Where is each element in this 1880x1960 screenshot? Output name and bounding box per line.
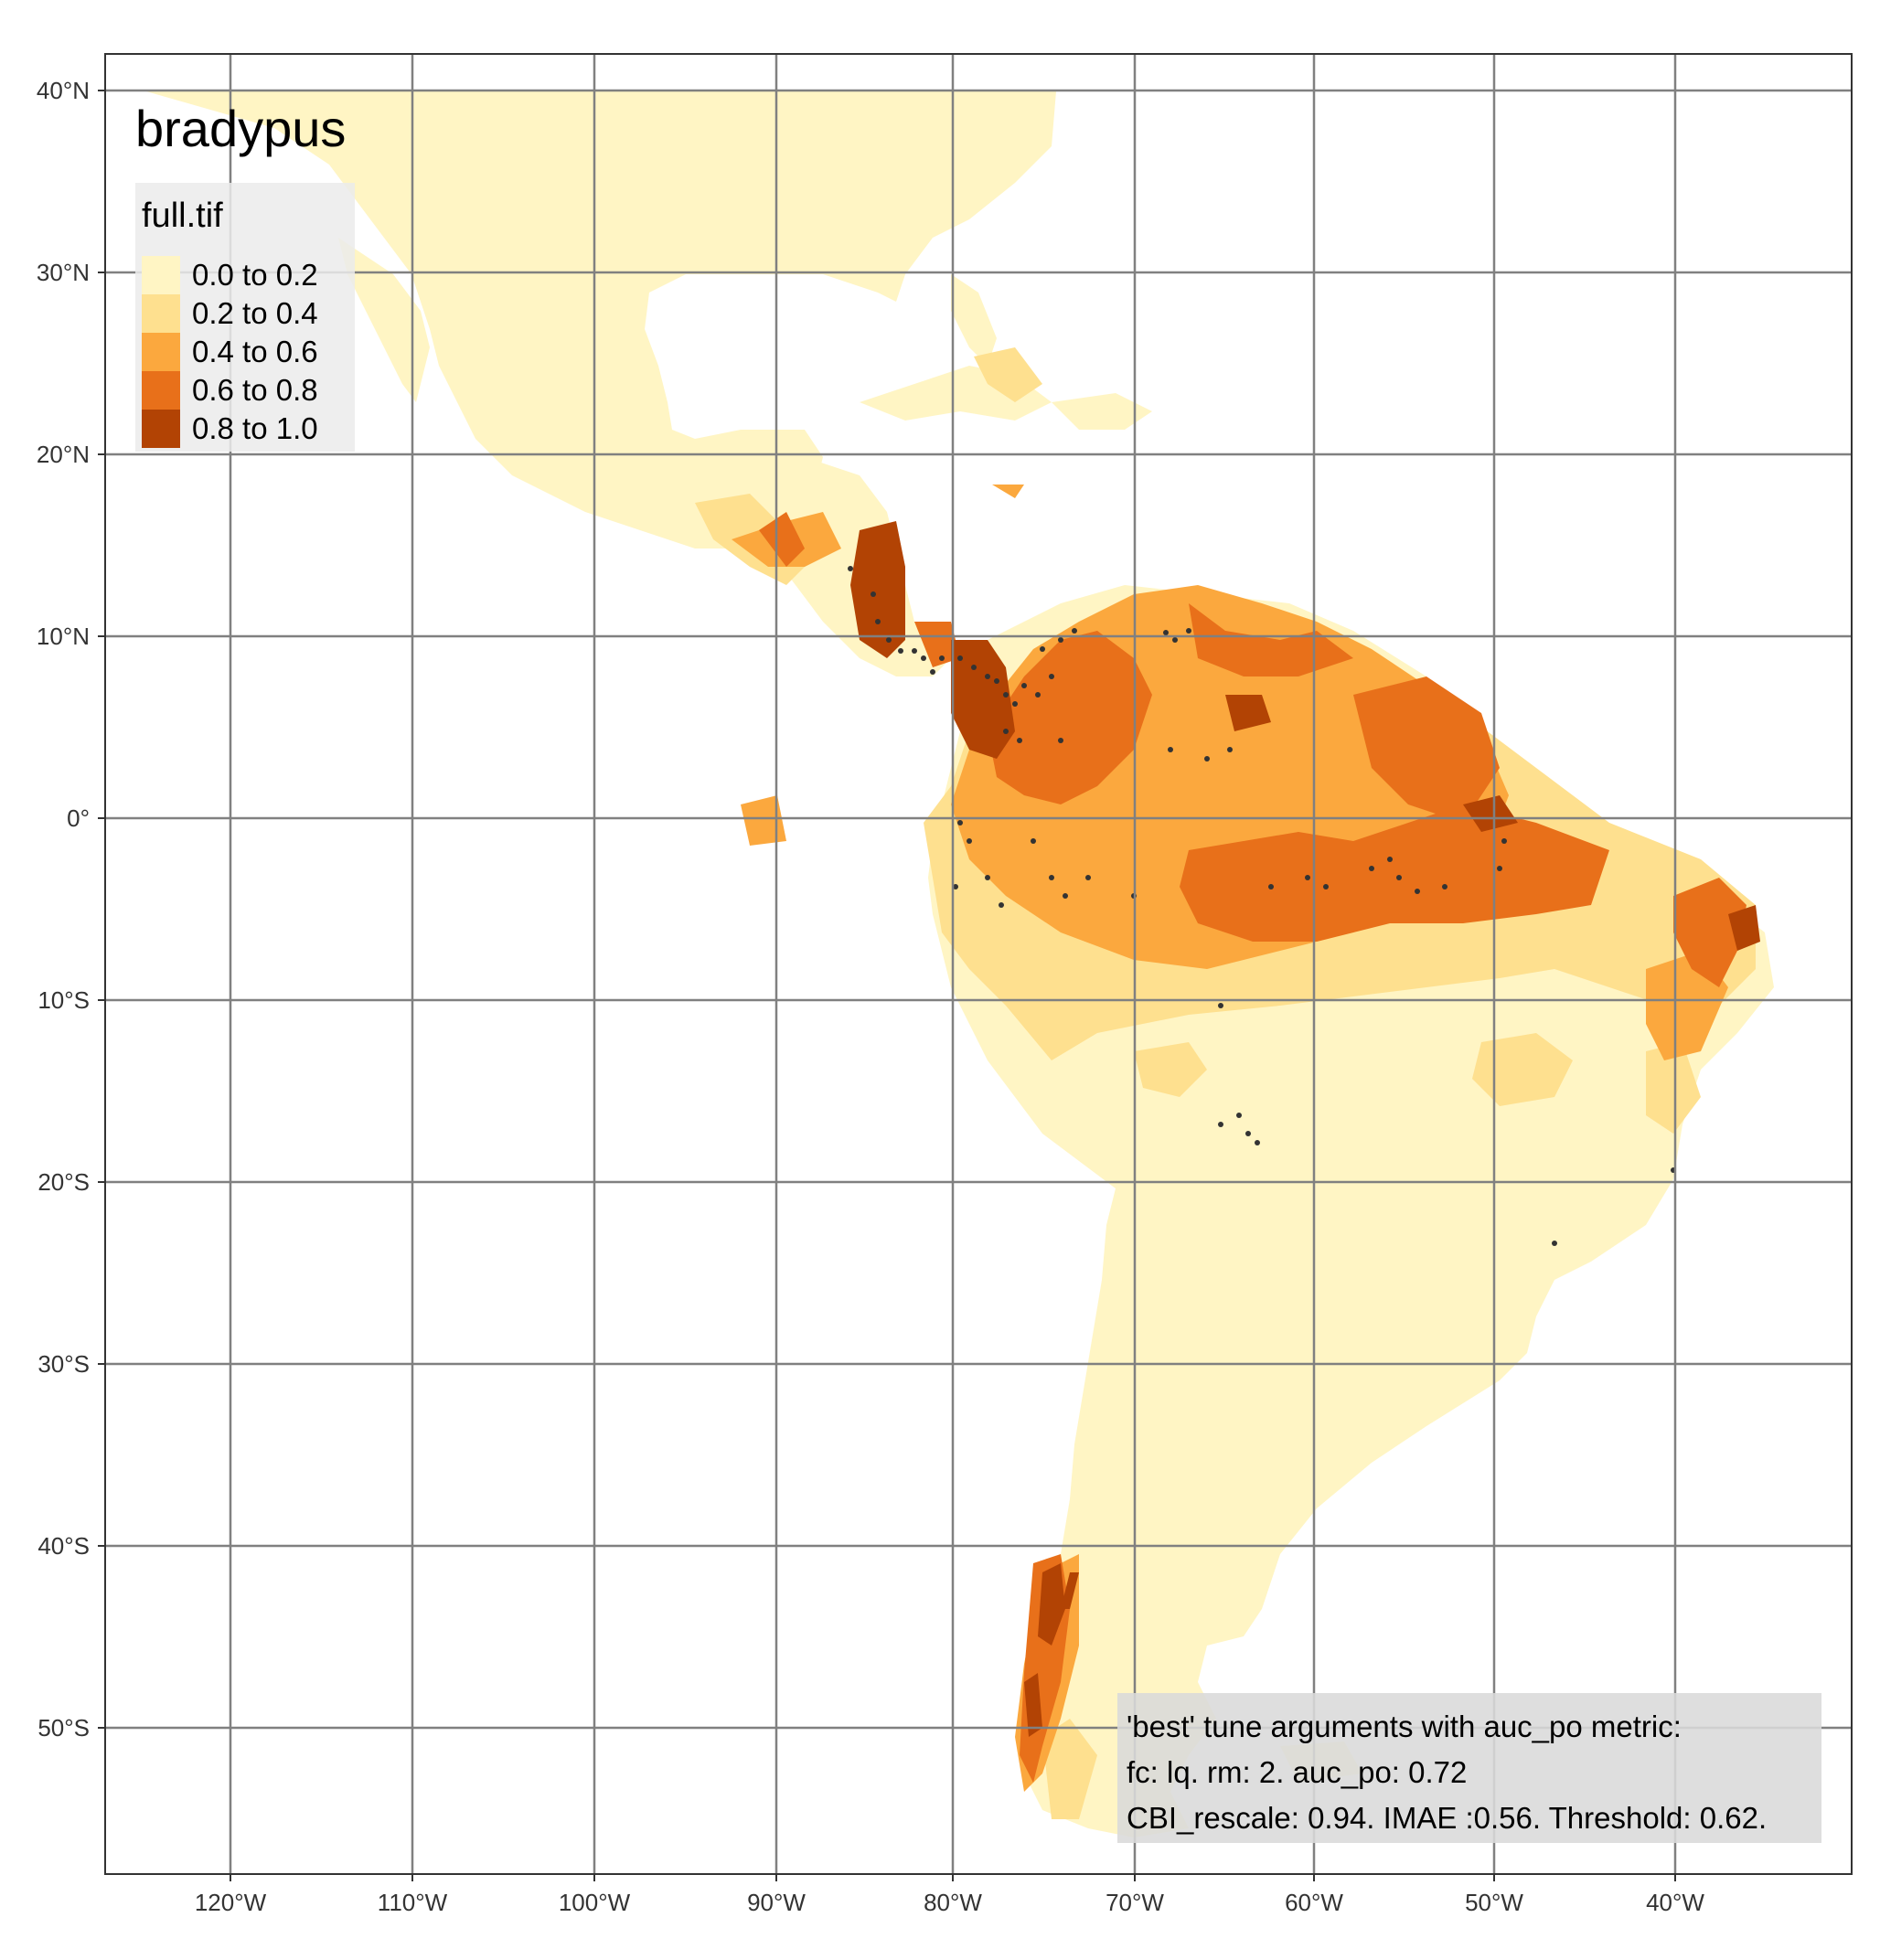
y-tick-label: 10°S (37, 986, 90, 1014)
annotation-line: CBI_rescale: 0.94. IMAE :0.56. Threshold… (1127, 1801, 1767, 1835)
legend-item-label: 0.4 to 0.6 (192, 335, 318, 368)
legend-item: 0.6 to 0.8 (142, 371, 318, 410)
x-tick-label: 50°W (1465, 1889, 1523, 1916)
annotation-background (1117, 1693, 1821, 1843)
occurrence-points (848, 566, 1676, 1246)
x-tick-label: 70°W (1106, 1889, 1164, 1916)
map-panel (146, 91, 1774, 1838)
y-axis-labels: 40°N 30°N 20°N 10°N 0° 10°S 20°S 30°S 40… (37, 77, 90, 1742)
x-tick-label: 90°W (747, 1889, 806, 1916)
legend-item-label: 0.0 to 0.2 (192, 258, 318, 292)
y-tick-label: 10°N (37, 623, 90, 650)
y-tick-label: 40°N (37, 77, 90, 104)
legend: full.tif 0.0 to 0.2 0.2 to 0.4 0.4 to 0.… (135, 183, 355, 452)
legend-item: 0.4 to 0.6 (142, 333, 318, 371)
annotation-line: 'best' tune arguments with auc_po metric… (1127, 1710, 1682, 1743)
legend-item-label: 0.6 to 0.8 (192, 373, 318, 407)
y-tick-label: 20°S (37, 1168, 90, 1196)
tune-annotation: 'best' tune arguments with auc_po metric… (1117, 1693, 1821, 1843)
y-tick-label: 50°S (37, 1714, 90, 1742)
y-tick-label: 30°N (37, 259, 90, 286)
legend-swatch (142, 333, 180, 371)
panel-frame (104, 53, 1853, 1875)
legend-item: 0.0 to 0.2 (142, 256, 318, 294)
legend-title: full.tif (142, 197, 223, 235)
x-tick-label: 110°W (378, 1889, 448, 1916)
legend-item-label: 0.8 to 1.0 (192, 411, 318, 445)
suitability-0.8-1.0-layer (850, 521, 1760, 1737)
map-title: bradypus (135, 100, 346, 157)
annotation-line: fc: lq. rm: 2. auc_po: 0.72 (1127, 1755, 1467, 1789)
y-tick-label: 30°S (37, 1350, 90, 1378)
graticule (105, 54, 1852, 1874)
x-tick-label: 40°W (1646, 1889, 1704, 1916)
legend-item-label: 0.2 to 0.4 (192, 296, 318, 330)
tick-marks (98, 90, 1676, 1881)
legend-swatch (142, 371, 180, 410)
y-tick-label: 20°N (37, 441, 90, 468)
x-tick-label: 60°W (1285, 1889, 1343, 1916)
x-tick-label: 80°W (924, 1889, 982, 1916)
legend-swatch (142, 256, 180, 294)
legend-item: 0.8 to 1.0 (142, 410, 318, 448)
x-tick-label: 100°W (559, 1889, 631, 1916)
x-tick-label: 120°W (195, 1889, 267, 1916)
legend-swatch (142, 294, 180, 333)
y-tick-label: 0° (67, 804, 90, 832)
legend-swatch (142, 410, 180, 448)
x-axis-labels: 120°W 110°W 100°W 90°W 80°W 70°W 60°W 50… (195, 1889, 1705, 1916)
legend-item: 0.2 to 0.4 (142, 294, 318, 333)
y-tick-label: 40°S (37, 1532, 90, 1560)
